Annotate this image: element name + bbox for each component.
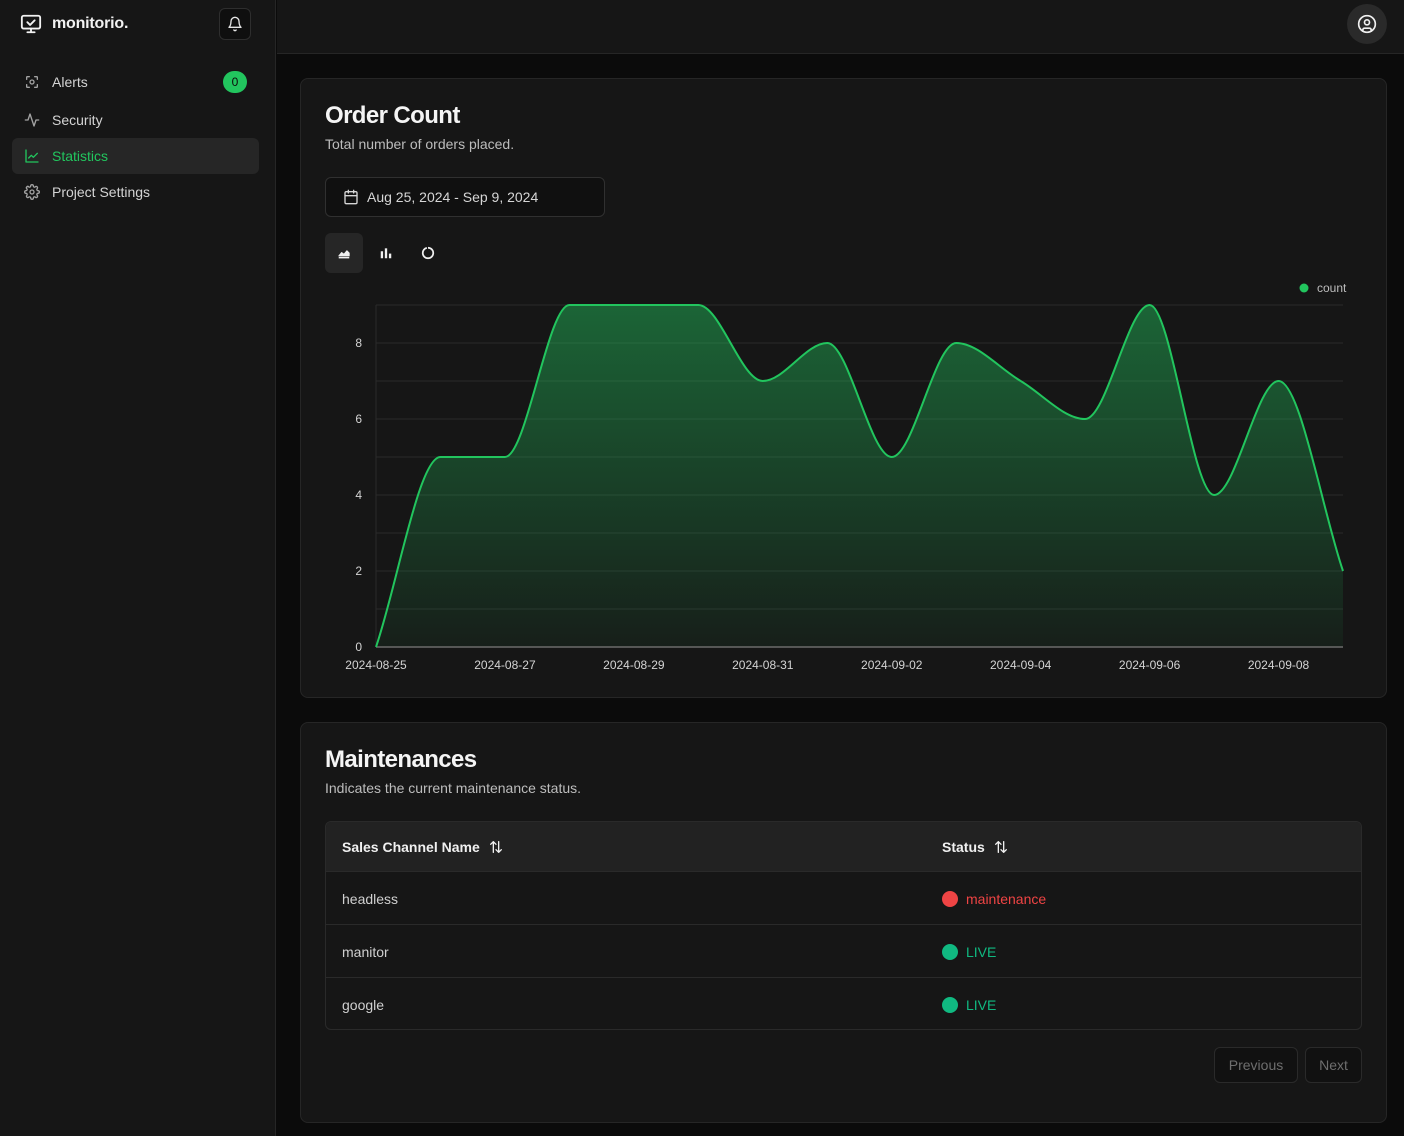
status-dot xyxy=(942,890,958,907)
y-tick-label: 4 xyxy=(355,488,362,502)
table-row: manitor LIVE xyxy=(326,925,1361,978)
status-cell: maintenance xyxy=(942,872,1046,925)
status-label: maintenance xyxy=(966,890,1047,907)
top-bar xyxy=(277,0,1404,54)
sidebar-item-label: Statistics xyxy=(52,148,109,164)
x-tick-label: 2024-09-08 xyxy=(1248,658,1310,672)
sort-sales-channel-name[interactable]: Sales Channel Name xyxy=(342,839,504,855)
date-range-label: Aug 25, 2024 - Sep 9, 2024 xyxy=(367,189,539,205)
app-name: monitorio. xyxy=(52,15,129,32)
sidebar-item-security[interactable]: Security xyxy=(12,102,259,138)
maintenance-table: Sales Channel Name Status headless xyxy=(325,821,1362,1030)
next-page-button[interactable]: Next xyxy=(1305,1047,1362,1083)
sidebar-item-statistics[interactable]: Statistics xyxy=(12,138,259,174)
legend-swatch xyxy=(1299,283,1309,293)
previous-page-button[interactable]: Previous xyxy=(1214,1047,1298,1083)
status-label: LIVE xyxy=(966,943,997,960)
sales-channel-name: manitor xyxy=(342,943,389,960)
bell-icon xyxy=(227,16,243,32)
gear-icon xyxy=(24,184,40,200)
brand: monitorio. xyxy=(0,0,275,48)
activity-icon xyxy=(24,112,40,128)
date-range-picker[interactable]: Aug 25, 2024 - Sep 9, 2024 xyxy=(325,177,605,217)
x-tick-label: 2024-08-25 xyxy=(345,658,407,672)
sidebar: monitorio. Alerts 0 Security xyxy=(0,0,276,1136)
calendar-icon xyxy=(343,189,359,205)
area-chart-icon xyxy=(337,246,351,260)
card-title: Maintenances xyxy=(325,746,477,773)
status-cell: LIVE xyxy=(942,925,996,978)
count-area xyxy=(376,305,1343,647)
donut-chart-button[interactable] xyxy=(409,233,447,273)
status-dot xyxy=(942,943,958,960)
status-label: LIVE xyxy=(966,996,997,1013)
alert-radar-icon xyxy=(24,74,40,90)
x-tick-label: 2024-08-27 xyxy=(474,658,536,672)
sidebar-item-label: Alerts xyxy=(52,74,88,90)
count-line xyxy=(375,303,1344,648)
monitor-icon xyxy=(20,13,42,35)
sort-arrows-icon xyxy=(993,839,1009,855)
sales-channel-name: headless xyxy=(342,890,399,907)
sidebar-nav: Alerts 0 Security Statistics xyxy=(12,64,259,210)
y-tick-label: 6 xyxy=(355,412,362,426)
x-tick-label: 2024-08-31 xyxy=(732,658,794,672)
x-tick-label: 2024-09-02 xyxy=(861,658,923,672)
user-menu-button[interactable] xyxy=(1347,4,1387,44)
line-chart-icon xyxy=(24,148,40,164)
column-header-label: Sales Channel Name xyxy=(342,838,480,855)
legend-label: count xyxy=(1317,281,1347,295)
bar-chart-button[interactable] xyxy=(367,233,405,273)
order-count-chart: 0 2 4 6 8 2024-08-25 2024-08-27 2024-08-29 2024-… xyxy=(345,281,1347,672)
sort-status[interactable]: Status xyxy=(942,839,1009,855)
sales-channel-name: google xyxy=(342,996,385,1013)
sidebar-item-label: Security xyxy=(52,112,103,128)
y-tick-label: 2 xyxy=(355,564,362,578)
status-dot xyxy=(942,996,958,1013)
area-chart-button[interactable] xyxy=(325,233,363,273)
x-tick-label: 2024-08-29 xyxy=(603,658,665,672)
donut-chart-icon xyxy=(421,246,435,260)
x-tick-label: 2024-09-06 xyxy=(1119,658,1181,672)
notifications-button[interactable] xyxy=(219,8,251,40)
table-row: google LIVE xyxy=(326,978,1361,1029)
status-cell: LIVE xyxy=(942,978,997,1029)
maintenances-card: Maintenances Indicates the current maint… xyxy=(300,722,1387,1123)
sidebar-item-label: Project Settings xyxy=(52,184,151,200)
bar-chart-icon xyxy=(379,246,393,260)
column-header-label: Status xyxy=(942,838,985,855)
y-tick-label: 0 xyxy=(355,640,362,654)
table-header: Sales Channel Name Status xyxy=(326,822,1361,872)
sidebar-item-project-settings[interactable]: Project Settings xyxy=(12,174,259,210)
user-circle-icon xyxy=(1357,14,1377,34)
order-count-card: Order Count Total number of orders place… xyxy=(300,78,1387,698)
sidebar-item-alerts[interactable]: Alerts 0 xyxy=(12,64,259,100)
alerts-count-badge: 0 xyxy=(223,71,247,93)
card-subtitle: Indicates the current maintenance status… xyxy=(325,780,582,796)
x-tick-label: 2024-09-04 xyxy=(990,658,1052,672)
y-tick-label: 8 xyxy=(355,336,362,350)
card-title: Order Count xyxy=(325,102,460,129)
sort-arrows-icon xyxy=(488,839,504,855)
card-subtitle: Total number of orders placed. xyxy=(325,136,515,152)
table-row: headless maintenance xyxy=(326,872,1361,925)
